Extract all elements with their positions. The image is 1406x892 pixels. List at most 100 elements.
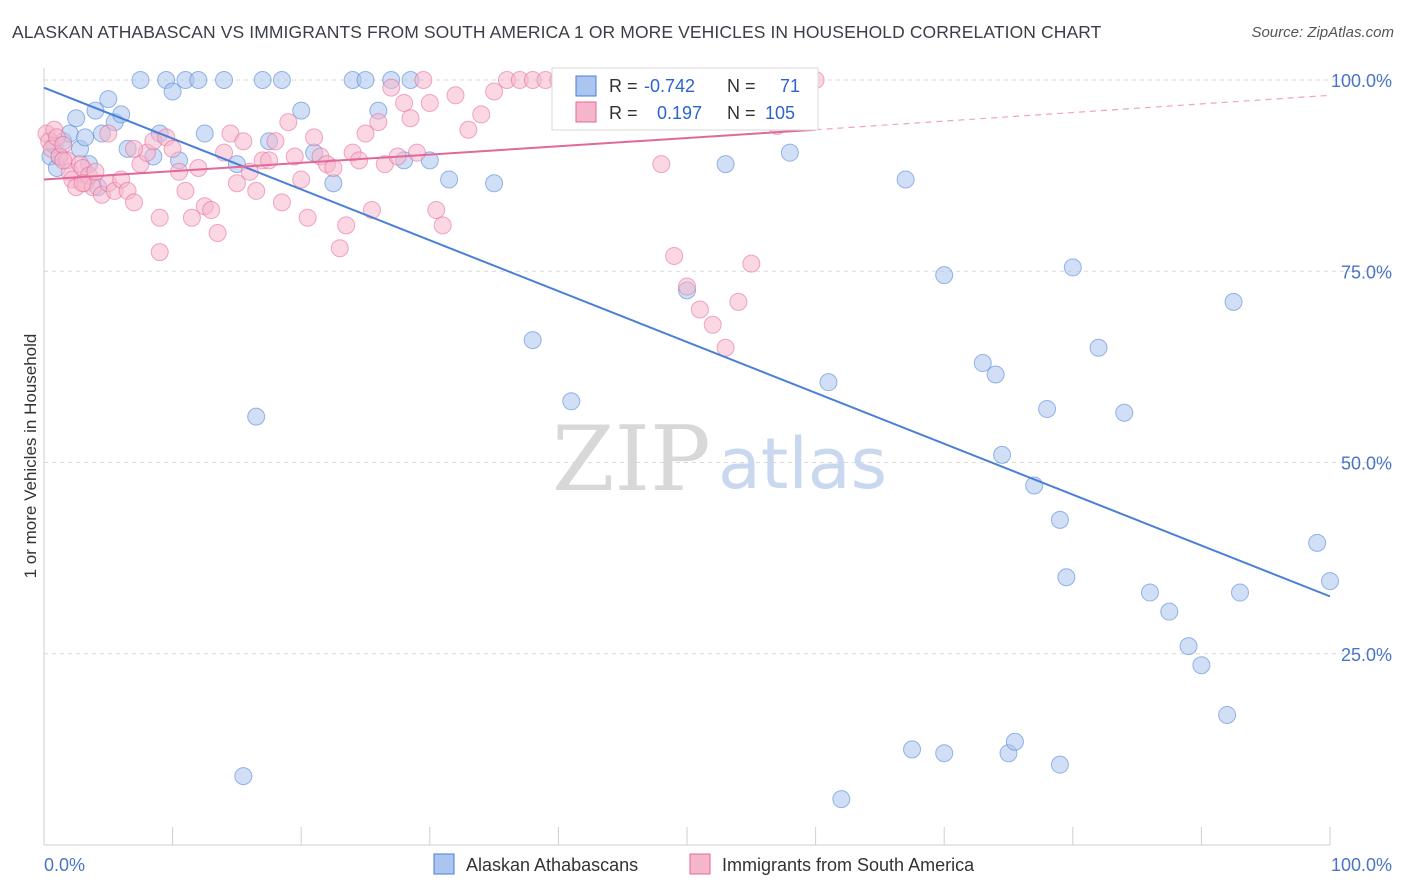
data-point (903, 740, 922, 759)
data-point (189, 71, 208, 89)
stats-pink-r-label: R = (609, 103, 638, 123)
data-point (324, 158, 343, 177)
data-point (729, 292, 748, 311)
data-point (356, 124, 375, 143)
gridlines (43, 79, 1386, 845)
data-point (356, 71, 375, 89)
data-point (202, 201, 221, 220)
stats-pink-n-label: N = (727, 103, 756, 123)
data-point (1005, 732, 1024, 751)
data-point (935, 266, 954, 285)
y-axis-label: 1 or more Vehicles in Household (21, 334, 40, 579)
watermark: ZIP atlas (552, 407, 887, 512)
data-point (234, 767, 253, 786)
data-point (305, 128, 324, 147)
data-point (485, 82, 504, 101)
data-point (247, 181, 266, 200)
legend-pink-swatch (689, 853, 711, 875)
data-point (285, 147, 304, 166)
data-point (234, 132, 253, 151)
data-point (176, 181, 195, 200)
data-point (1050, 510, 1069, 529)
stats-blue-n-value: 71 (780, 76, 800, 96)
data-point (182, 208, 201, 227)
data-point (472, 105, 491, 124)
data-point (780, 143, 799, 162)
x-tick-label: 0.0% (44, 855, 85, 875)
watermark-zip: ZIP (552, 407, 711, 512)
trend-line (43, 128, 816, 181)
stats-pink-n-value: 105 (765, 103, 795, 123)
data-point (1321, 572, 1339, 591)
data-point (125, 193, 144, 212)
data-point (163, 82, 182, 101)
data-point (54, 151, 73, 170)
x-tick-label: 100.0% (1331, 855, 1392, 875)
data-point (266, 132, 285, 151)
data-point (1140, 583, 1159, 602)
data-point (337, 216, 356, 235)
y-tick-label: 75.0% (1341, 262, 1392, 282)
data-point (247, 407, 266, 426)
data-point (99, 90, 118, 109)
data-point (433, 216, 452, 235)
data-point (819, 373, 838, 392)
data-point (279, 113, 298, 132)
data-point (427, 201, 446, 220)
series-legend: Alaskan Athabascans Immigrants from Sout… (433, 853, 975, 875)
data-point (369, 113, 388, 132)
data-point (1050, 755, 1069, 774)
data-point (150, 208, 169, 227)
stats-blue-r-label: R = (609, 76, 638, 96)
data-point (1224, 292, 1243, 311)
data-point (54, 136, 73, 155)
data-point (485, 174, 504, 193)
data-point (253, 71, 272, 89)
data-point (446, 86, 465, 105)
source-label: Source: ZipAtlas.com (1251, 24, 1394, 41)
data-point (401, 109, 420, 128)
data-point (76, 128, 95, 147)
data-point (1192, 656, 1211, 675)
data-point (440, 170, 459, 189)
data-point (993, 445, 1012, 464)
data-point (208, 224, 227, 242)
data-point (896, 170, 915, 189)
data-point (292, 101, 311, 120)
data-point (272, 193, 291, 212)
data-point (986, 365, 1005, 384)
data-point (703, 315, 722, 334)
data-point (1057, 568, 1076, 587)
legend-pink-label: Immigrants from South America (722, 855, 975, 875)
y-tick-label: 100.0% (1331, 71, 1392, 91)
data-point (382, 78, 401, 97)
data-point (832, 790, 851, 809)
data-point (195, 124, 214, 143)
trend-lines (43, 86, 1331, 598)
data-point (227, 174, 246, 193)
data-point (678, 277, 696, 296)
legend-blue-swatch (433, 853, 455, 875)
data-point (652, 155, 671, 174)
data-point (459, 120, 478, 139)
data-point (163, 139, 182, 158)
data-point (131, 71, 150, 89)
y-tick-label: 25.0% (1341, 645, 1392, 665)
data-point (742, 254, 761, 273)
data-point (420, 93, 439, 112)
data-point (395, 93, 414, 112)
data-point (973, 354, 992, 373)
stats-legend: R = -0.742 N = 71 R = 0.197 N = 105 (551, 67, 819, 131)
data-point (1160, 602, 1179, 621)
data-point (1115, 403, 1134, 422)
data-point (362, 201, 381, 220)
data-point (215, 71, 234, 89)
data-point (125, 139, 144, 158)
data-point (716, 155, 735, 174)
data-point (330, 239, 349, 258)
chart-title: ALASKAN ATHABASCAN VS IMMIGRANTS FROM SO… (12, 22, 1102, 42)
data-point (150, 243, 169, 262)
data-point (324, 174, 343, 193)
data-point (665, 246, 684, 265)
data-point (67, 109, 86, 128)
